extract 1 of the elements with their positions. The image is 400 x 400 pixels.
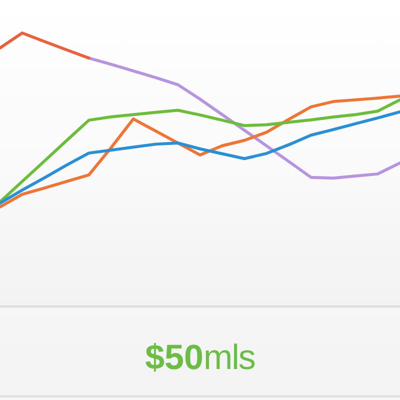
text: $50mls	[145, 338, 255, 377]
